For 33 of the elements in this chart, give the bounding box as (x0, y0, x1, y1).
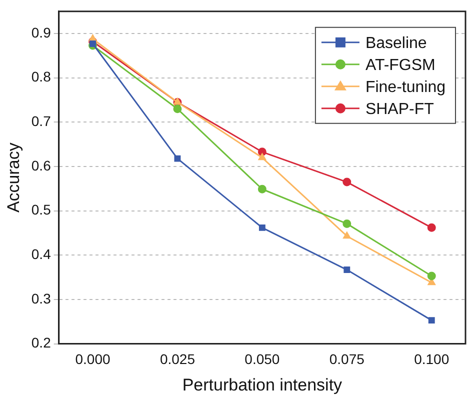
y-tick-label: 0.7 (31, 113, 52, 130)
point (258, 224, 266, 231)
point (173, 104, 182, 114)
y-tick-label: 0.4 (31, 246, 52, 262)
y-tick-label: 0.8 (31, 68, 52, 85)
point (342, 178, 352, 186)
point (427, 272, 436, 280)
legend-label: Fine-tuning (365, 78, 446, 96)
y-tick-label: 0.9 (31, 24, 52, 40)
x-tick-label: 0.000 (75, 351, 110, 368)
y-tick-label: 0.3 (31, 290, 52, 306)
x-axis-title: Perturbation intensity (182, 375, 343, 394)
x-tick-label: 0.075 (329, 351, 365, 368)
legend-label: SHAP-FT (365, 100, 434, 118)
legend-label: Baseline (365, 34, 427, 52)
x-tick-label: 0.100 (414, 351, 450, 368)
y-tick-label: 0.5 (31, 202, 52, 218)
y-tick-label: 0.6 (31, 157, 52, 174)
point (342, 219, 352, 228)
legend-label: AT-FGSM (365, 56, 436, 74)
point (343, 232, 351, 239)
y-tick-label: 0.2 (31, 334, 52, 351)
point (427, 223, 436, 232)
x-tick-label: 0.050 (244, 351, 280, 368)
point (428, 317, 435, 324)
x-tick-label: 0.025 (160, 351, 196, 368)
point (258, 184, 266, 194)
point (88, 34, 97, 42)
point (174, 155, 181, 162)
y-axis-title: Accuracy (4, 142, 23, 213)
point (258, 153, 266, 160)
point (344, 266, 350, 274)
point (90, 40, 96, 47)
